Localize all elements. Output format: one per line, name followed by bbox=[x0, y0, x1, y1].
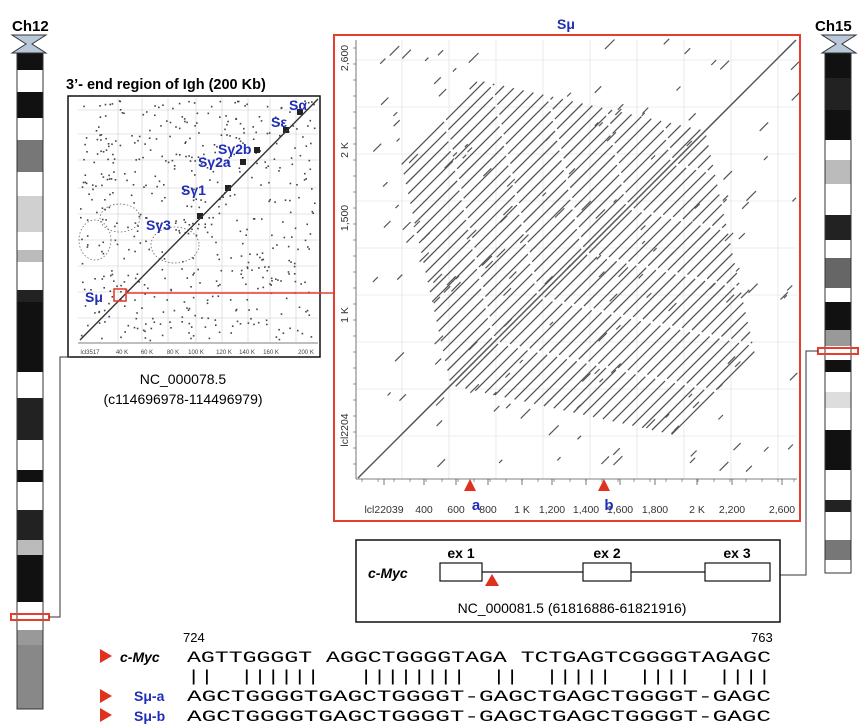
exon-3-label: ex 3 bbox=[723, 545, 750, 561]
label-s-gamma3: Sγ3 bbox=[146, 217, 171, 233]
s-mu-y-tick-label: 1,500 bbox=[339, 205, 351, 231]
s-mu-x-tick-label: 2,200 bbox=[719, 504, 745, 516]
s-mu-x-tick-label: 1 K bbox=[514, 504, 530, 516]
centromere-12 bbox=[10, 34, 48, 54]
igh-x-tick: 120 K bbox=[216, 350, 232, 356]
marker-b-label: b bbox=[604, 497, 613, 514]
chromosome-15-label: Ch15 bbox=[815, 18, 852, 35]
s-mu-y-tick-label: 2,600 bbox=[339, 45, 351, 71]
s-mu-dotplot: Sμ lcl22039 400 600 800 1 K 1,200 1,400 1,600 1,… bbox=[333, 16, 801, 522]
exon-2 bbox=[582, 562, 632, 582]
exon-1-label: ex 1 bbox=[447, 545, 474, 561]
row-cmyc-label: c-Myc bbox=[120, 649, 160, 665]
igh-coordinates: (c114696978-114496979) bbox=[103, 391, 262, 407]
chromosome-12: Ch12 bbox=[10, 18, 50, 710]
row-smu-b-seq: AGCTGGGGTGAGCTGGGGT-GAGCTGAGCTGGGGT-GAGC bbox=[187, 708, 771, 726]
s-mu-y-tick-label: 2 K bbox=[339, 142, 351, 158]
s-mu-x-tick-label: 2 K bbox=[689, 504, 705, 516]
chr12-connector bbox=[49, 356, 70, 618]
row-smu-b-label: Sμ-b bbox=[134, 708, 165, 724]
label-s-alpha: Sα bbox=[289, 97, 307, 113]
s-mu-x-tick-label: 1,400 bbox=[573, 504, 599, 516]
igh-x-tick: 100 K bbox=[188, 350, 204, 356]
label-s-mu: Sμ bbox=[85, 289, 103, 305]
igh-x-tick: 160 K bbox=[263, 350, 279, 356]
igh-x-tick: lcl3517 bbox=[80, 350, 100, 356]
exon-3 bbox=[704, 562, 771, 582]
chr12-bands bbox=[17, 53, 43, 709]
igh-accession: NC_000078.5 bbox=[140, 371, 227, 387]
label-s-gamma1: Sγ1 bbox=[181, 182, 206, 198]
row-cmyc-arrow bbox=[100, 649, 112, 663]
row-smu-a-seq: AGCTGGGGTGAGCTGGGGT-GAGCTGAGCTGGGGT-GAGC bbox=[187, 688, 771, 706]
row-smu-a-label: Sμ-a bbox=[134, 688, 165, 704]
s-mu-plot-title: Sμ bbox=[557, 16, 575, 32]
s-mu-x-tick-label: 400 bbox=[415, 504, 433, 516]
igh-x-tick: 80 K bbox=[167, 350, 179, 356]
breakpoint-triangle bbox=[485, 574, 499, 586]
centromere-15 bbox=[820, 34, 858, 54]
igh-dotplot: 3’- end region of Igh (200 Kb) lcl3517 40… bbox=[66, 77, 321, 407]
s-mu-x-tick-label: lcl22039 bbox=[364, 504, 403, 516]
igh-plot-grid bbox=[78, 98, 318, 342]
igh-x-tick: 140 K bbox=[239, 350, 255, 356]
exon-1 bbox=[439, 562, 483, 582]
s-mu-plot-y-ticks: 2,600 2 K 1,500 1 K lcl2204 bbox=[339, 45, 356, 465]
row-smu-a-arrow bbox=[100, 689, 112, 703]
chromosome-15: Ch15 bbox=[815, 18, 859, 574]
igh-x-tick: 200 K bbox=[298, 350, 314, 356]
s-mu-plot-diagonal bbox=[357, 39, 797, 479]
s-mu-plot-repeats bbox=[372, 38, 800, 473]
s-mu-x-tick-label: 1,200 bbox=[539, 504, 565, 516]
s-mu-y-tick-label: lcl2204 bbox=[339, 413, 351, 446]
marker-a-triangle bbox=[464, 479, 476, 491]
marker-b-triangle bbox=[598, 479, 610, 491]
exon-2-label: ex 2 bbox=[593, 545, 620, 561]
row-smu-b-arrow bbox=[100, 708, 112, 722]
alignment-match-bars: || |||||| |||||||| || ||||| |||| |||| bbox=[187, 668, 771, 686]
igh-plot-dots bbox=[78, 100, 316, 342]
s-mu-x-tick-label: 1,800 bbox=[642, 504, 668, 516]
igh-x-tick: 40 K bbox=[116, 350, 128, 356]
label-s-gamma2b: Sγ2b bbox=[218, 141, 251, 157]
igh-plot-diagonal bbox=[79, 98, 319, 341]
igh-x-tick: 60 K bbox=[141, 350, 153, 356]
alignment-end: 763 bbox=[751, 630, 773, 645]
s-mu-x-tick-label: 2,600 bbox=[769, 504, 795, 516]
row-cmyc-seq: AGTTGGGGT AGGCTGGGGTAGA TCTGAGTCGGGGTAGA… bbox=[187, 649, 771, 667]
s-mu-y-tick-label: 1 K bbox=[339, 307, 351, 323]
chr15-bands bbox=[825, 53, 851, 573]
s-mu-x-tick-label: 1,600 bbox=[607, 504, 633, 516]
chromosome-12-label: Ch12 bbox=[12, 18, 49, 35]
s-mu-x-tick-label: 600 bbox=[447, 504, 465, 516]
s-mu-zoom-box bbox=[113, 288, 127, 302]
sequence-alignment: 724 763 c-Myc AGTTGGGGT AGGCTGGGGTAGA TC… bbox=[100, 630, 773, 726]
s-mu-plot-grid bbox=[356, 40, 797, 479]
s-mu-x-tick-label: 800 bbox=[479, 504, 497, 516]
label-s-epsilon: Sε bbox=[271, 114, 287, 130]
s-mu-plot-x-ticks: lcl22039 400 600 800 1 K 1,200 1,400 1,600 1,800… bbox=[361, 479, 795, 516]
gene-accession: NC_000081.5 (61816886-61821916) bbox=[458, 600, 687, 616]
chr15-connector bbox=[780, 350, 818, 576]
c-myc-gene-model: c-Myc ex 1 ex 2 ex 3 NC_000081.5 (618168… bbox=[355, 539, 781, 623]
igh-plot-title: 3’- end region of Igh (200 Kb) bbox=[66, 77, 266, 93]
igh-plot-x-ticks: lcl3517 40 K 60 K 80 K 100 K 120 K 140 K 160 K 2… bbox=[80, 350, 313, 356]
marker-a-label: a bbox=[472, 497, 481, 514]
gene-name: c-Myc bbox=[368, 565, 408, 581]
label-s-gamma2a: Sγ2a bbox=[198, 154, 231, 170]
alignment-start: 724 bbox=[183, 630, 205, 645]
